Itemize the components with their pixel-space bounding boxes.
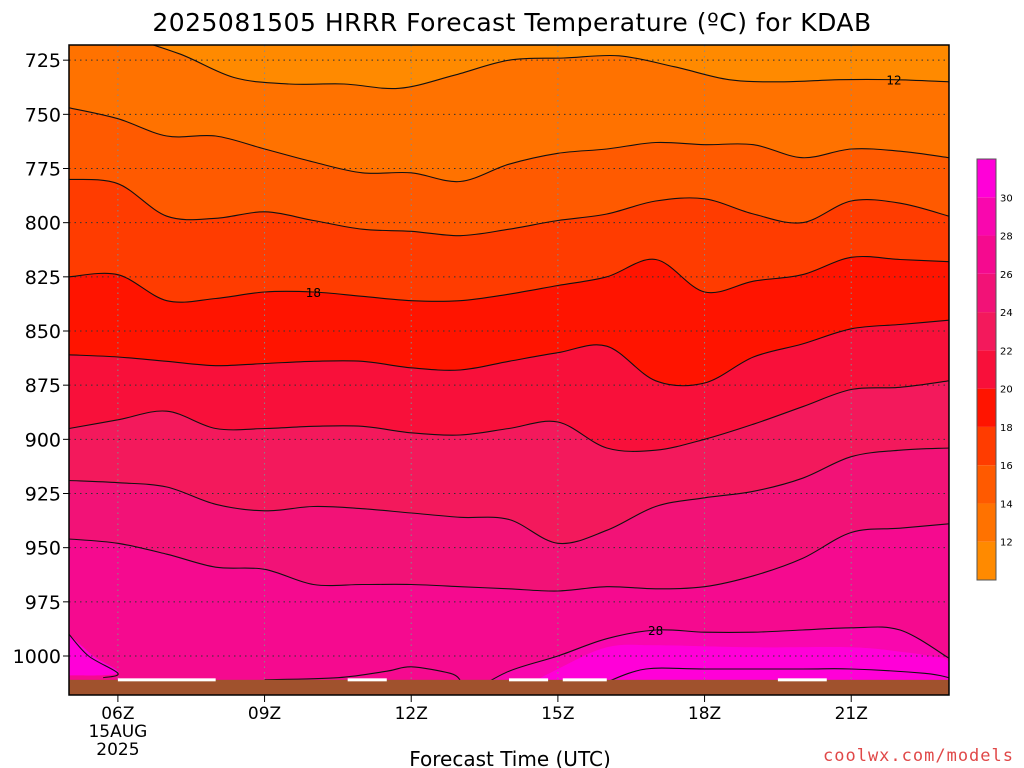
isotherm-label-12: 12	[886, 74, 901, 88]
colorbar-label-14: 14	[1000, 499, 1013, 510]
colorbar-label-18: 18	[1000, 423, 1013, 434]
isotherm-16	[69, 178, 949, 237]
colorbar: 12 14 16 18 20 22 24 26 28 30	[976, 158, 1013, 581]
y-tick-label-825: 825	[25, 267, 61, 289]
colorbar-swatch	[977, 159, 996, 198]
grid-lines	[69, 45, 949, 695]
y-tick-label-1000: 1000	[13, 646, 61, 668]
isotherm-label-18: 18	[306, 286, 321, 300]
x-tick-label-09Z: 09Z	[248, 704, 281, 724]
colorbar-label-20: 20	[1000, 385, 1013, 396]
colorbar-swatch	[977, 426, 996, 466]
surface-marker	[509, 678, 549, 682]
plot-frame	[68, 44, 950, 696]
x-tick-sublabel: 2025	[96, 740, 139, 760]
x-tick-label-12Z: 12Z	[395, 704, 428, 724]
isotherm-label-28: 28	[648, 624, 663, 638]
isotherm-24	[69, 447, 949, 545]
y-tick-label-850: 850	[25, 321, 61, 343]
chart-title: 2025081505 HRRR Forecast Temperature (ºC…	[152, 8, 871, 37]
y-tick-label-925: 925	[25, 484, 61, 506]
x-tick-label-21Z: 21Z	[835, 704, 868, 724]
isotherm-30-west	[69, 633, 119, 679]
surface-marker	[117, 678, 216, 682]
x-axis-label: Forecast Time (UTC)	[409, 747, 611, 768]
surface-marker	[562, 678, 607, 682]
colorbar-swatch	[977, 541, 996, 580]
ground-surface	[69, 678, 949, 695]
y-axis: 725 750 775 800 825 850 875 900 925 950 975 1000	[13, 50, 69, 668]
isotherm-30-east	[606, 667, 949, 683]
isotherm-12	[151, 45, 949, 90]
y-tick-label-875: 875	[25, 375, 61, 397]
isotherm-14	[69, 107, 949, 183]
isotherm-contours: 12 18 28	[69, 45, 949, 695]
y-tick-label-800: 800	[25, 213, 61, 235]
colorbar-swatch	[977, 350, 996, 389]
y-tick-label-900: 900	[25, 429, 61, 451]
colorbar-swatch	[977, 503, 996, 542]
colorbar-label-26: 26	[1000, 270, 1013, 281]
colorbar-swatch	[977, 388, 996, 427]
ground-fill	[69, 679, 949, 695]
colorbar-label-12: 12	[1000, 538, 1013, 549]
y-tick-label-725: 725	[25, 50, 61, 72]
x-tick-label-18Z: 18Z	[688, 704, 721, 724]
colorbar-swatch	[977, 465, 996, 504]
colorbar-swatch	[977, 197, 996, 236]
temperature-fill-bands	[69, 45, 949, 695]
y-tick-label-950: 950	[25, 538, 61, 560]
colorbar-swatch	[977, 235, 996, 274]
isotherm-30-mid	[264, 666, 461, 681]
isotherm-28	[69, 626, 949, 695]
colorbar-label-22: 22	[1000, 346, 1013, 357]
colorbar-label-30: 30	[1000, 193, 1013, 204]
x-tick-sublabel: 15AUG	[88, 722, 147, 742]
y-tick-label-975: 975	[25, 592, 61, 614]
colorbar-label-16: 16	[1000, 461, 1013, 472]
x-tick-label-15Z: 15Z	[541, 704, 574, 724]
x-tick-label-06Z: 06Z	[101, 704, 134, 724]
surface-marker	[347, 678, 387, 682]
y-tick-label-775: 775	[25, 159, 61, 181]
colorbar-frame	[976, 158, 997, 581]
fill-band-30-32-west	[69, 634, 119, 676]
credit-text: coolwx.com/models	[823, 746, 1014, 766]
y-tick-label-750: 750	[25, 104, 61, 126]
isotherm-18	[69, 255, 949, 303]
colorbar-label-24: 24	[1000, 308, 1013, 319]
colorbar-label-28: 28	[1000, 232, 1013, 243]
isotherm-26	[69, 523, 949, 592]
isotherm-22	[69, 380, 949, 452]
surface-marker	[777, 678, 827, 682]
colorbar-swatch	[977, 273, 996, 313]
colorbar-swatch	[977, 312, 996, 351]
isotherm-20	[69, 319, 949, 387]
